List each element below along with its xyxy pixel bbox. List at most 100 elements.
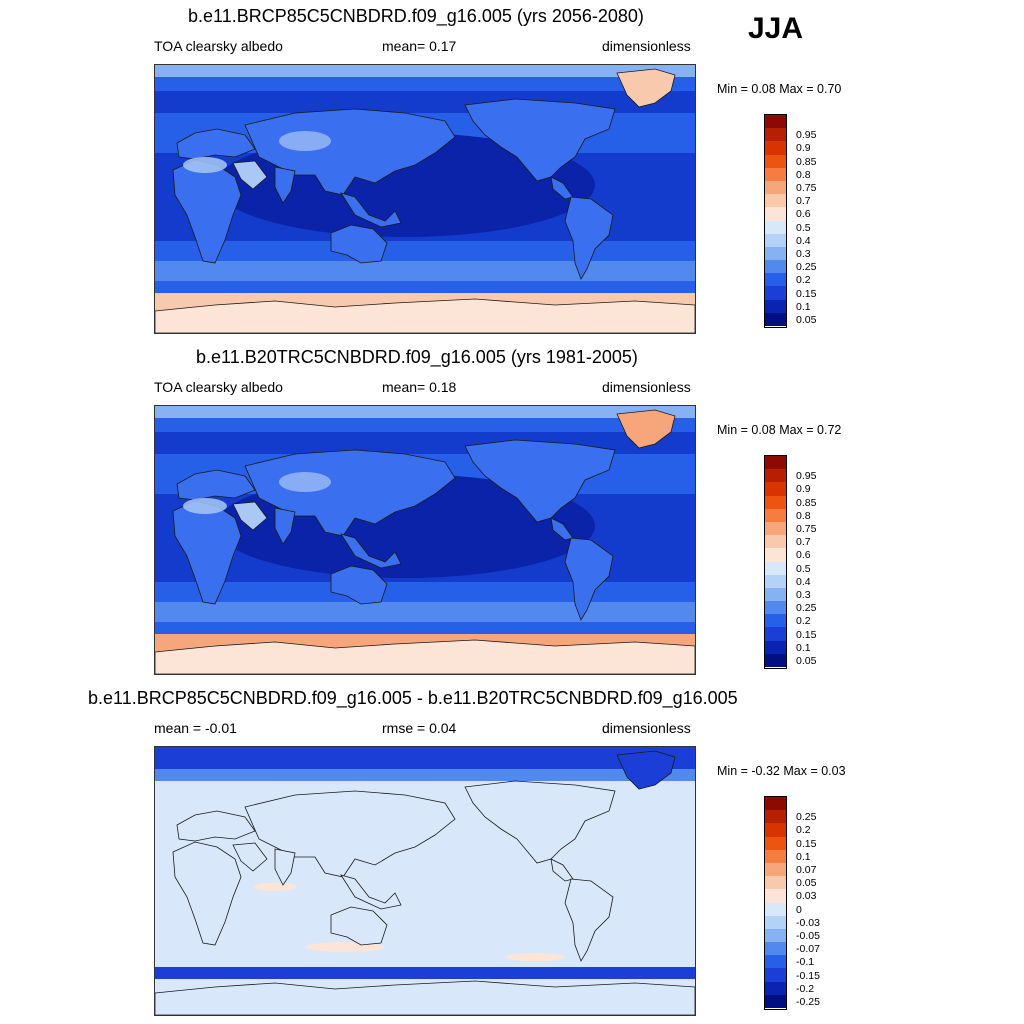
continent-india: [274, 166, 296, 204]
colorbar-tick-label: 0.03: [796, 890, 817, 903]
continent-namerica: [464, 780, 616, 864]
continent-antarctica: [155, 298, 695, 333]
mean-label: mean = -0.01: [154, 720, 237, 736]
arctic-change-band: [155, 747, 695, 769]
continent-europe: [176, 810, 256, 842]
colorbar-swatch: [765, 601, 786, 615]
continent-india: [274, 507, 296, 545]
colorbar-swatch: [765, 115, 786, 129]
continent-samerica: [564, 537, 614, 621]
colorbar-tick-label: 0.9: [796, 483, 811, 496]
colorbar-swatches: [764, 114, 787, 328]
world-map: [155, 747, 695, 1015]
world-map: [155, 406, 695, 674]
south-midlat-band: [155, 241, 695, 261]
colorbar-swatch: [765, 220, 786, 234]
colorbar-tick-label: 0.5: [796, 221, 811, 234]
continent-africa: [172, 841, 242, 946]
colorbar-swatch: [765, 849, 786, 863]
colorbar-swatch: [765, 876, 786, 890]
panel-future: b.e11.BRCP85C5CNBDRD.f09_g16.005 (yrs 20…: [0, 0, 1024, 340]
colorbar-swatch: [765, 508, 786, 522]
continent-arabia: [232, 842, 268, 872]
continent-arabia: [232, 501, 268, 531]
colorbar-tick-label: 0.75: [796, 182, 817, 194]
continent-namerica: [464, 439, 616, 523]
continent-australia: [330, 224, 388, 264]
colorbar-tick-label: 0.4: [796, 234, 811, 247]
colorbar-tick-label: -0.07: [796, 943, 820, 956]
continent-europe: [176, 469, 256, 501]
colorbar-swatch: [765, 207, 786, 221]
central-asia-bright-region: [279, 472, 331, 492]
colorbar: 0.95 0.9 0.85 0.8 0.75 0.7 0.6 0.5 0.4 0.3 0.25 0.2…: [764, 455, 874, 671]
colorbar-tick-label: 0.3: [796, 589, 811, 601]
colorbar-tick-label: 0.15: [796, 837, 817, 850]
colorbar-tick-label: 0.05: [796, 655, 817, 667]
colorbar-tick-label: 0.15: [796, 628, 817, 641]
north-band: [155, 77, 695, 91]
colorbar-swatch: [765, 482, 786, 496]
variable-label: TOA clearsky albedo: [154, 38, 283, 54]
colorbar-tick-label: -0.25: [796, 996, 820, 1008]
colorbar-swatch: [765, 456, 786, 470]
colorbar-swatch: [765, 836, 786, 850]
southern-change-band: [155, 967, 695, 979]
colorbar-tick-label: 0.2: [796, 274, 811, 287]
colorbar-tick-label: 0.15: [796, 287, 817, 300]
colorbar-tick-label: 0.8: [796, 509, 811, 522]
colorbar-swatch: [765, 128, 786, 142]
colorbar-tick-label: -0.1: [796, 956, 815, 969]
colorbar: 0.95 0.9 0.85 0.8 0.75 0.7 0.6 0.5 0.4 0.3 0.25 0.2…: [764, 114, 874, 330]
colorbar-tick-label: 0.07: [796, 864, 817, 876]
south-midlat-band: [155, 582, 695, 602]
continent-samerica: [564, 878, 614, 962]
variable-label: TOA clearsky albedo: [154, 379, 283, 395]
min-max-label: Min = 0.08 Max = 0.70: [717, 82, 842, 96]
mean-label: mean= 0.17: [382, 38, 457, 54]
colorbar-swatch: [765, 194, 786, 208]
colorbar-tick-label: 0.25: [796, 261, 817, 274]
southern-ocean-band: [155, 261, 695, 281]
continent-antarctica: [155, 639, 695, 674]
continent-greenland: [616, 409, 676, 449]
colorbar-swatch: [765, 915, 786, 929]
colorbar-swatch: [765, 889, 786, 903]
colorbar: 0.25 0.2 0.15 0.1 0.07 0.05 0.03 0 -0.03 -0.05 -0.…: [764, 796, 874, 1012]
panel-title: b.e11.B20TRC5CNBDRD.f09_g16.005 (yrs 198…: [196, 347, 638, 367]
colorbar-swatch: [765, 495, 786, 509]
colorbar-tick-label: 0.25: [796, 811, 817, 824]
continent-arabia: [232, 160, 268, 190]
colorbar-swatch: [765, 535, 786, 549]
min-max-label: Min = -0.32 Max = 0.03: [717, 764, 846, 778]
map-plot: [154, 746, 696, 1016]
colorbar-swatch: [765, 810, 786, 824]
colorbar-swatch: [765, 981, 786, 995]
world-map: [155, 65, 695, 333]
colorbar-tick-label: 0.1: [796, 300, 811, 313]
colorbar-tick-label: 0.8: [796, 168, 811, 181]
colorbar-tick-label: 0.85: [796, 155, 817, 168]
colorbar-swatch: [765, 286, 786, 300]
colorbar-tick-label: 0.5: [796, 562, 811, 575]
colorbar-tick-label: -0.15: [796, 969, 820, 982]
arctic-band: [155, 406, 695, 418]
colorbar-swatch: [765, 627, 786, 641]
colorbar-swatch: [765, 797, 786, 811]
continent-camerica: [550, 517, 574, 541]
colorbar-tick-label: 0.75: [796, 523, 817, 535]
colorbar-swatch: [765, 561, 786, 575]
colorbar-tick-label: 0.7: [796, 195, 811, 208]
colorbar-tick-label: -0.05: [796, 930, 820, 942]
colorbar-tick-label: 0.2: [796, 824, 811, 837]
continent-antarctica: [155, 980, 695, 1015]
colorbar-swatch: [765, 141, 786, 155]
colorbar-swatch: [765, 469, 786, 483]
continent-camerica: [550, 858, 574, 882]
panel-difference: b.e11.BRCP85C5CNBDRD.f09_g16.005 - b.e11…: [0, 682, 1024, 1022]
continent-camerica: [550, 176, 574, 200]
colorbar-swatch: [765, 942, 786, 956]
central-asia-bright-region: [279, 131, 331, 151]
colorbar-swatch: [765, 587, 786, 602]
continent-australia: [330, 565, 388, 605]
